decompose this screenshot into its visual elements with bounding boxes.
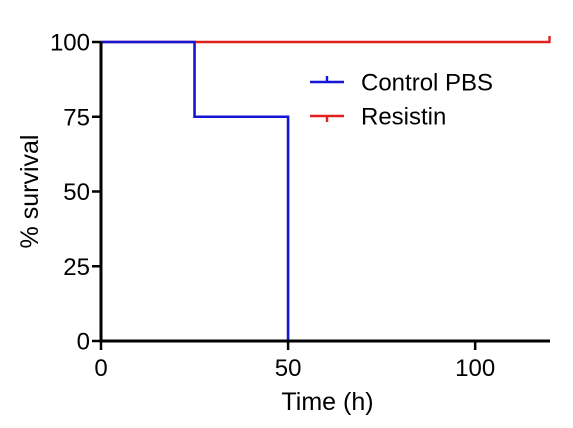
legend-label: Control PBS bbox=[361, 70, 493, 97]
x-tick-label: 50 bbox=[275, 355, 302, 382]
series-layer bbox=[101, 36, 551, 341]
y-tick-label: 25 bbox=[63, 254, 90, 281]
x-tick-label: 0 bbox=[94, 355, 107, 382]
x-axis-title: Time (h) bbox=[281, 388, 373, 416]
y-tick-label: 75 bbox=[63, 104, 90, 131]
legend-label: Resistin bbox=[361, 104, 446, 131]
series-line bbox=[101, 40, 290, 341]
y-axis-title: % survival bbox=[16, 135, 44, 249]
ticks-layer: 0 25 50 75 100 0 50 100 bbox=[50, 30, 495, 383]
y-tick-label: 0 bbox=[77, 329, 90, 356]
legend: Control PBS Resistin bbox=[310, 70, 493, 131]
y-tick-label: 50 bbox=[63, 179, 90, 206]
x-tick-label: 100 bbox=[455, 355, 495, 382]
y-tick-label: 100 bbox=[50, 30, 90, 57]
